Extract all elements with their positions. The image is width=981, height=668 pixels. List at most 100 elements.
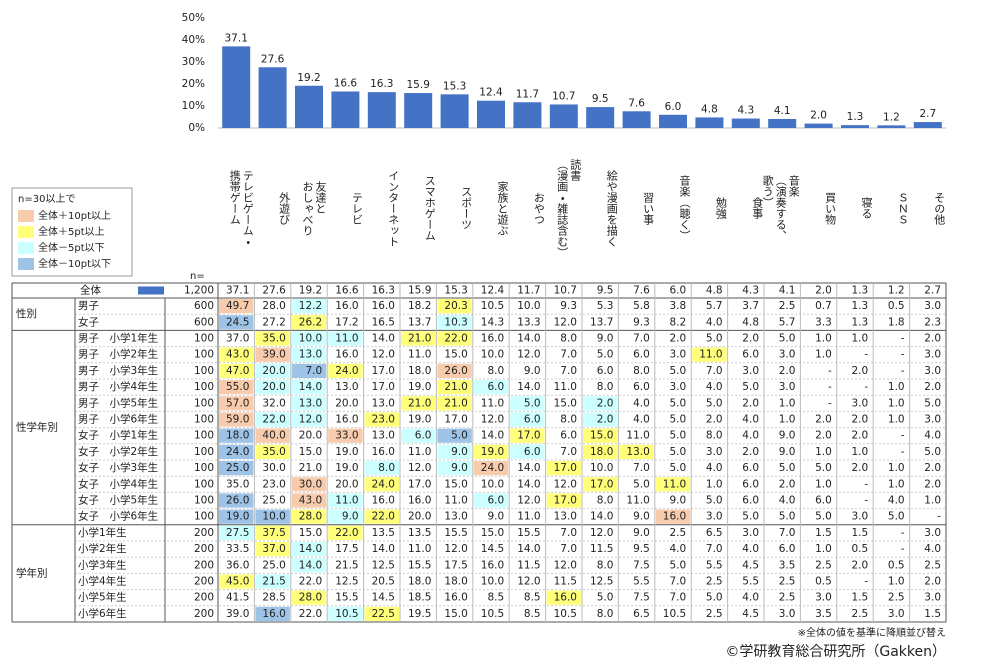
cell-highlight <box>291 509 327 524</box>
cell-highlight <box>364 477 399 492</box>
cell: 21.5 <box>262 576 285 588</box>
cell: 16.6 <box>335 285 359 297</box>
cell: 13.0 <box>299 397 322 409</box>
cell: 2.0 <box>779 478 796 490</box>
cell: 3.0 <box>924 349 941 361</box>
cell: 5.0 <box>451 430 468 442</box>
cell-highlight <box>291 299 327 314</box>
cell: 5.0 <box>706 592 723 604</box>
cell: 9.0 <box>633 527 650 539</box>
cell: 3.5 <box>779 559 796 571</box>
cell: 6.0 <box>669 285 686 297</box>
cell: 16.0 <box>554 592 577 604</box>
cell: - <box>901 430 905 442</box>
cell: 59.0 <box>226 414 249 426</box>
cell: 4.0 <box>742 543 759 555</box>
cell: 21.5 <box>335 559 358 571</box>
cell: 2.3 <box>924 316 941 328</box>
cell: 2.5 <box>779 300 796 312</box>
cell: 5.7 <box>779 316 796 328</box>
cell: 22.0 <box>299 608 322 620</box>
cell: 45.0 <box>226 576 249 588</box>
cell: 1.0 <box>815 333 832 345</box>
cell: 16.0 <box>444 592 467 604</box>
cell: 0.5 <box>888 559 905 571</box>
cell-highlight <box>401 396 436 411</box>
bar <box>841 125 869 128</box>
cell: 14.0 <box>517 462 540 474</box>
cell: 3.0 <box>851 397 868 409</box>
value-label: 19.2 <box>297 72 320 84</box>
value-label: 15.3 <box>443 80 466 92</box>
cell: 15.0 <box>481 527 504 539</box>
cell: 1.0 <box>888 381 905 393</box>
cell: 24.5 <box>226 316 249 328</box>
cell: 12.0 <box>299 414 322 426</box>
cell: 23.0 <box>262 478 285 490</box>
cell: 4.0 <box>742 592 759 604</box>
value-label: 12.4 <box>479 87 503 99</box>
cell-highlight <box>291 542 327 557</box>
cell: 18.0 <box>590 446 613 458</box>
category-label: スマホゲーム <box>423 175 437 241</box>
cell: 13.0 <box>372 430 395 442</box>
cell: 11.0 <box>626 430 649 442</box>
row-label: 男子 小学1年生 <box>78 332 158 345</box>
cell: 9.0 <box>669 495 686 507</box>
cell: 5.0 <box>669 414 686 426</box>
cell: 11.5 <box>590 543 613 555</box>
cell: 0.5 <box>851 543 868 555</box>
cell: - <box>901 543 905 555</box>
cell: 21.0 <box>444 381 467 393</box>
cell: 47.0 <box>226 365 249 377</box>
bar <box>804 123 833 128</box>
legend-label: 全体＋10pt以上 <box>38 209 111 222</box>
cell-highlight <box>255 412 290 427</box>
row-label: 小学1年生 <box>78 526 127 539</box>
cell: 9.3 <box>560 300 577 312</box>
bar <box>440 94 469 128</box>
cell: 17.0 <box>444 414 467 426</box>
cell: 7.0 <box>706 543 723 555</box>
cell: 5.0 <box>669 559 686 571</box>
cell-highlight <box>364 412 399 427</box>
row-label: 小学2年生 <box>78 542 127 555</box>
cell: 16.5 <box>372 316 395 328</box>
cell: 14.0 <box>299 543 322 555</box>
cell: - <box>901 365 905 377</box>
cell-highlight <box>437 428 472 443</box>
bar <box>331 91 360 128</box>
cell-highlight <box>328 509 363 524</box>
cell: 25.0 <box>262 495 285 507</box>
cell: 2.0 <box>924 381 941 393</box>
cell: 37.0 <box>226 333 249 345</box>
cell: 24.0 <box>481 462 504 474</box>
cell-highlight <box>219 574 254 589</box>
cell: 14.0 <box>517 478 540 490</box>
cell: 5.0 <box>815 462 832 474</box>
cell-highlight <box>401 331 436 346</box>
cell: 4.0 <box>924 543 941 555</box>
cell: 3.7 <box>742 300 759 312</box>
cell: 21.0 <box>444 397 467 409</box>
cell: 4.0 <box>888 495 905 507</box>
cell-highlight <box>437 380 472 395</box>
cell: - <box>828 381 832 393</box>
cell: 19.0 <box>335 446 358 458</box>
cell: 7.0 <box>305 365 322 377</box>
cell: 14.0 <box>517 381 540 393</box>
cell: 3.0 <box>888 608 905 620</box>
cell: 19.0 <box>408 414 431 426</box>
category-label: おやつ <box>532 191 546 225</box>
cell: 12.0 <box>408 462 431 474</box>
cell-highlight <box>437 444 472 459</box>
cell: 1.2 <box>888 285 905 297</box>
cell: 11.0 <box>663 478 686 490</box>
cell: 7.6 <box>633 285 650 297</box>
cell: 3.0 <box>851 511 868 523</box>
bar <box>695 117 724 128</box>
cell: 1.0 <box>815 446 832 458</box>
cell: 5.0 <box>706 333 723 345</box>
cell: - <box>828 365 832 377</box>
